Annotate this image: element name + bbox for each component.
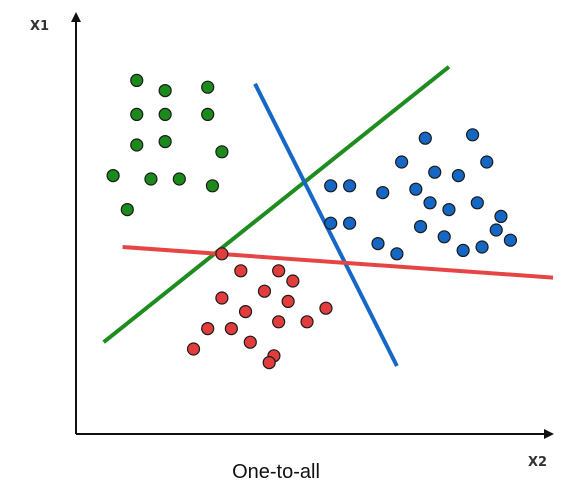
green-point	[120, 203, 134, 217]
green-point	[130, 73, 144, 88]
blue-point	[343, 216, 357, 230]
green-point	[106, 169, 120, 183]
red-point	[281, 294, 295, 308]
green-point	[130, 138, 144, 152]
red-point	[238, 305, 253, 319]
red-point	[186, 342, 201, 356]
blue-point	[413, 220, 428, 234]
blue-point	[503, 233, 518, 247]
red-point	[234, 264, 248, 278]
red-point	[286, 274, 300, 288]
blue-point	[376, 186, 390, 200]
blue-point	[494, 209, 508, 223]
blue-point	[390, 247, 404, 261]
y-axis-label: X1	[30, 19, 49, 34]
green-point	[158, 135, 172, 149]
red-point	[319, 301, 333, 315]
red-point	[215, 291, 229, 305]
red-point	[201, 322, 215, 336]
red-point	[215, 247, 229, 261]
red-point	[257, 284, 272, 298]
green-point	[215, 145, 229, 159]
green-point	[201, 107, 215, 122]
blue-point	[418, 131, 432, 145]
x-axis-label: X2	[528, 455, 547, 470]
blue-point	[324, 216, 338, 230]
green-point	[158, 83, 172, 98]
red-point	[224, 322, 238, 336]
green-point	[130, 107, 144, 122]
blue-point	[480, 155, 494, 169]
green-point	[205, 179, 220, 193]
blue-point	[437, 230, 451, 244]
blue-point	[465, 128, 480, 142]
red-point	[243, 335, 257, 349]
blue-point	[343, 179, 357, 193]
blue-point	[409, 182, 423, 196]
red-point	[262, 356, 276, 370]
red-point	[272, 315, 286, 329]
blue-point	[470, 196, 484, 210]
red-point	[300, 315, 314, 329]
green-point	[144, 172, 158, 186]
red-point	[272, 264, 286, 278]
blue-point	[451, 169, 465, 183]
blue-point	[324, 179, 338, 193]
blue-point	[489, 223, 503, 237]
green-point	[172, 172, 186, 186]
green-point	[158, 107, 172, 122]
blue-point	[395, 155, 409, 169]
blue-point	[456, 243, 470, 257]
diagram-caption: One-to-all	[232, 461, 320, 483]
green-point	[201, 80, 215, 94]
blue-point	[423, 196, 437, 210]
blue-point	[475, 240, 489, 254]
blue-point	[371, 237, 385, 251]
green-boundary-line	[102, 65, 451, 344]
data-points	[106, 73, 518, 370]
blue-point	[442, 203, 456, 217]
red-boundary-line	[122, 245, 554, 280]
blue-point	[428, 165, 442, 179]
